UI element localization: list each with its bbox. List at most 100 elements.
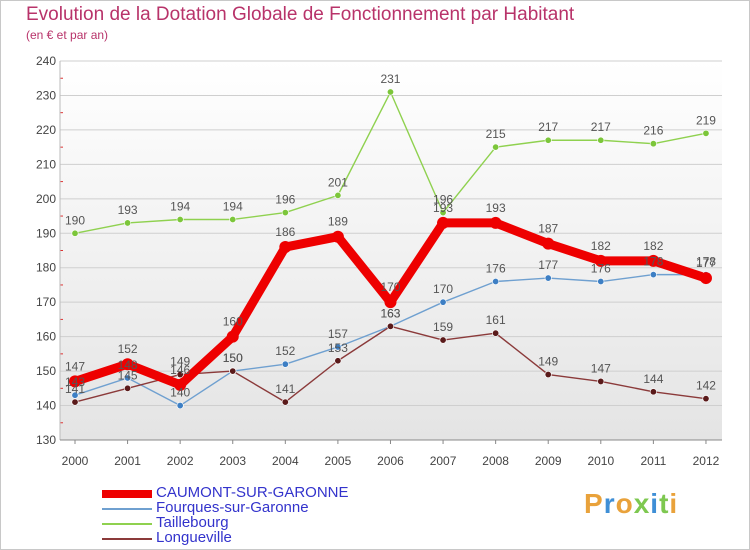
logo-letter: i [650,488,660,519]
x-tick-label: 2002 [167,454,194,468]
data-point-longueville [702,395,710,403]
data-point-taillebourg [229,215,237,223]
data-label-fourques-sur-garonne: 178 [696,255,716,269]
legend-label-taillebourg: Taillebourg [156,514,229,531]
data-label-fourques-sur-garonne: 150 [223,351,243,365]
x-tick-label: 2003 [219,454,246,468]
data-label-longueville: 149 [170,355,190,369]
y-tick-label: 150 [36,364,56,378]
data-label-fourques-sur-garonne: 140 [170,386,190,400]
data-label-fourques-sur-garonne: 177 [538,258,558,272]
data-point-longueville [334,357,342,365]
data-label-longueville: 149 [538,355,558,369]
x-tick-label: 2007 [430,454,457,468]
data-label-fourques-sur-garonne: 148 [118,358,138,372]
data-point-taillebourg [544,136,552,144]
data-label-fourques-sur-garonne: 170 [433,282,453,296]
data-label-longueville: 144 [643,372,663,386]
data-label-caumont-sur-garonne: 182 [591,239,611,253]
data-point-caumont-sur-garonne [226,330,239,343]
data-point-caumont-sur-garonne [331,230,344,243]
data-point-longueville [229,367,237,375]
data-label-taillebourg: 201 [328,175,348,189]
data-label-fourques-sur-garonne: 176 [486,262,506,276]
data-point-caumont-sur-garonne [174,378,187,391]
data-point-caumont-sur-garonne [489,216,502,229]
data-label-fourques-sur-garonne: 152 [275,344,295,358]
y-tick-label: 170 [36,295,56,309]
data-point-taillebourg [176,215,184,223]
x-tick-label: 2008 [482,454,509,468]
data-point-longueville [544,371,552,379]
data-point-caumont-sur-garonne [384,296,397,309]
data-point-longueville [176,371,184,379]
data-label-taillebourg: 194 [170,199,190,213]
data-label-caumont-sur-garonne: 186 [275,225,295,239]
legend-label-fourques: Fourques-sur-Garonne [156,499,309,516]
legend-label-caumont: CAUMONT-SUR-GARONNE [156,484,349,501]
x-tick-label: 2010 [587,454,614,468]
data-label-caumont-sur-garonne: 152 [118,342,138,356]
data-point-taillebourg [124,219,132,227]
data-label-taillebourg: 215 [486,127,506,141]
x-tick-label: 2006 [377,454,404,468]
logo-letter: r [603,488,616,519]
data-point-caumont-sur-garonne [121,358,134,371]
data-label-caumont-sur-garonne: 193 [486,201,506,215]
y-tick-label: 230 [36,88,56,102]
data-point-fourques-sur-garonne [176,402,184,410]
legend-swatch-longueville [102,538,152,540]
data-label-caumont-sur-garonne: 187 [538,222,558,236]
x-tick-label: 2011 [640,454,666,468]
data-label-caumont-sur-garonne: 189 [328,215,348,229]
data-label-taillebourg: 217 [538,120,558,134]
y-tick-label: 240 [36,54,56,68]
data-point-fourques-sur-garonne [124,374,132,382]
data-label-taillebourg: 190 [65,213,85,227]
data-label-longueville: 153 [328,341,348,355]
data-point-fourques-sur-garonne [334,343,342,351]
data-point-taillebourg [334,191,342,199]
data-label-taillebourg: 194 [223,199,243,213]
y-tick-label: 210 [36,157,56,171]
data-point-longueville [124,384,132,392]
data-label-taillebourg: 216 [643,124,663,138]
logo-letter: x [633,488,651,519]
plot-area [60,61,722,440]
data-point-longueville [281,398,289,406]
legend-swatch-taillebourg [102,523,152,525]
data-label-caumont-sur-garonne: 160 [223,315,243,329]
data-label-fourques-sur-garonne: 163 [380,306,400,320]
data-point-taillebourg [649,140,657,148]
data-point-taillebourg [597,136,605,144]
y-tick-label: 220 [36,123,56,137]
data-point-fourques-sur-garonne [439,298,447,306]
chart-subtitle: (en € et par an) [26,28,109,42]
data-point-fourques-sur-garonne [649,271,657,279]
data-label-taillebourg: 231 [380,72,400,86]
logo-letter: t [659,488,670,519]
y-tick-label: 200 [36,192,56,206]
x-tick-label: 2005 [325,454,352,468]
data-label-caumont-sur-garonne: 146 [170,363,190,377]
data-point-fourques-sur-garonne [544,274,552,282]
data-label-longueville: 161 [486,313,506,327]
data-label-longueville: 141 [275,382,295,396]
legend-swatch-caumont [102,490,152,498]
data-point-fourques-sur-garonne [281,360,289,368]
legend-swatch-fourques [102,508,152,510]
x-tick-label: 2000 [62,454,89,468]
logo-letter: o [615,488,634,519]
data-label-taillebourg: 196 [433,193,453,207]
data-label-caumont-sur-garonne: 147 [65,359,85,373]
data-label-taillebourg: 219 [696,113,716,127]
data-point-taillebourg [439,209,447,217]
data-point-longueville [386,322,394,330]
data-point-fourques-sur-garonne [492,278,500,286]
data-point-fourques-sur-garonne [597,278,605,286]
data-label-fourques-sur-garonne: 178 [643,255,663,269]
data-label-longueville: 163 [380,306,400,320]
data-point-taillebourg [281,209,289,217]
proxiti-logo: Proxiti [584,488,678,520]
